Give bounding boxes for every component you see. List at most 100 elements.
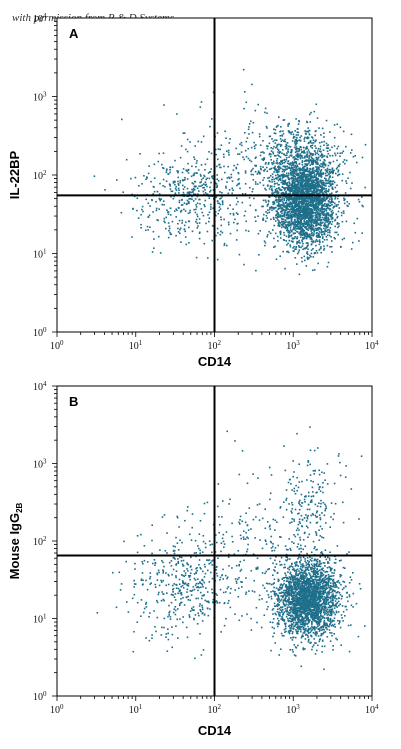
event-dot xyxy=(295,146,298,148)
event-dot xyxy=(324,205,326,208)
event-dot xyxy=(333,205,336,207)
event-dot xyxy=(364,143,367,146)
event-dot xyxy=(318,231,321,233)
event-dot xyxy=(294,169,297,171)
event-dot xyxy=(337,226,339,229)
event-dot xyxy=(303,149,305,152)
event-dot xyxy=(361,232,363,234)
event-dot xyxy=(223,165,225,168)
event-dot xyxy=(294,172,296,175)
event-dot xyxy=(279,199,281,201)
event-dot xyxy=(352,241,354,244)
event-dot xyxy=(285,148,287,150)
event-dot xyxy=(318,185,320,187)
event-dot xyxy=(300,210,302,212)
event-dot xyxy=(281,149,284,151)
event-dot xyxy=(315,560,318,562)
event-dot xyxy=(294,142,296,144)
event-dot xyxy=(270,150,273,152)
event-dot xyxy=(314,187,317,190)
event-dot xyxy=(317,208,319,211)
event-dot xyxy=(174,183,176,186)
event-dot xyxy=(277,143,280,146)
event-dot xyxy=(325,189,327,192)
event-dot xyxy=(235,239,238,241)
event-dot xyxy=(281,174,283,176)
y-tick-label: 104 xyxy=(33,12,47,25)
event-dot xyxy=(277,179,280,182)
event-dot xyxy=(273,132,276,134)
event-dot xyxy=(273,145,275,148)
event-dot xyxy=(306,234,309,237)
event-dot xyxy=(307,639,310,642)
event-dot xyxy=(300,219,302,222)
event-dot xyxy=(243,214,246,217)
event-dot xyxy=(268,211,271,214)
event-dot xyxy=(295,214,297,216)
event-dot xyxy=(325,213,327,215)
event-dot xyxy=(186,170,188,173)
event-dot xyxy=(309,198,311,200)
event-dot xyxy=(319,199,322,201)
event-dot xyxy=(199,181,201,184)
event-dot xyxy=(316,185,318,187)
event-dot xyxy=(182,191,185,194)
event-dot xyxy=(304,234,306,237)
event-dot xyxy=(308,186,310,189)
event-dot xyxy=(291,184,294,187)
event-dot xyxy=(300,619,302,622)
event-dot xyxy=(201,184,204,186)
event-dot xyxy=(279,233,282,236)
event-dot xyxy=(309,224,311,227)
event-dot xyxy=(338,591,341,594)
event-dot xyxy=(294,229,297,232)
event-dot xyxy=(284,169,286,171)
event-dot xyxy=(196,215,199,218)
event-dot xyxy=(283,215,286,218)
event-dot xyxy=(165,227,167,230)
event-dot xyxy=(268,168,271,171)
event-dot xyxy=(316,180,319,182)
event-dot xyxy=(305,177,308,179)
event-dot xyxy=(311,147,314,149)
event-dot xyxy=(184,178,186,181)
event-dot xyxy=(296,215,298,217)
event-dot xyxy=(281,175,283,178)
event-dot xyxy=(192,191,194,193)
event-dot xyxy=(318,174,320,176)
event-dot xyxy=(303,211,305,213)
event-dot xyxy=(293,179,295,181)
event-dot xyxy=(320,185,323,188)
event-dot xyxy=(284,221,287,223)
event-dot xyxy=(296,140,299,142)
event-dot xyxy=(341,179,344,182)
event-dot xyxy=(302,212,305,215)
event-dot xyxy=(265,543,268,545)
event-dot xyxy=(298,190,301,193)
event-dot xyxy=(194,198,197,200)
event-dot xyxy=(327,225,329,228)
event-dot xyxy=(317,203,319,205)
event-dot xyxy=(306,223,308,226)
event-dot xyxy=(299,225,302,227)
event-dot xyxy=(289,146,292,148)
event-dot xyxy=(334,562,337,564)
event-dot xyxy=(307,137,310,139)
event-dot xyxy=(317,148,320,150)
event-dot xyxy=(294,213,296,215)
event-dot xyxy=(187,169,189,171)
event-dot xyxy=(198,190,200,192)
event-dot xyxy=(277,597,280,599)
event-dot xyxy=(310,156,313,158)
event-dot xyxy=(330,201,333,204)
event-dot xyxy=(309,121,312,123)
event-dot xyxy=(324,225,326,228)
event-dot xyxy=(277,199,279,201)
event-dot xyxy=(292,240,294,243)
event-dot xyxy=(221,200,224,202)
event-dot xyxy=(164,185,166,188)
event-dot xyxy=(308,201,310,203)
event-dot xyxy=(322,211,324,214)
event-dot xyxy=(179,228,181,231)
event-dot xyxy=(275,169,277,171)
